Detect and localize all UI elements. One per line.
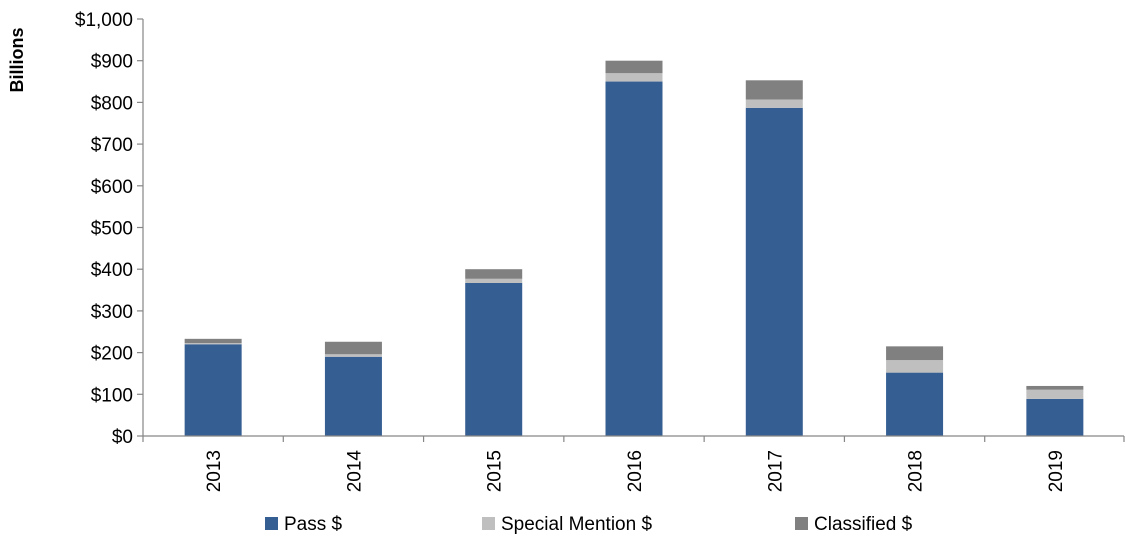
legend-swatch-2 [795, 517, 808, 530]
bar-2015-series-1 [465, 278, 523, 283]
legend-label-1: Special Mention $ [501, 514, 652, 535]
y-tick-label: $800 [91, 93, 133, 114]
bar-2019-series-0 [1026, 398, 1084, 436]
y-axis: $0 $100 $200 $300 $400 $500 $600 $700 $800 $900 $1… [7, 10, 144, 448]
bar-2013-series-2 [184, 338, 242, 344]
bar-2014-series-2 [324, 341, 382, 355]
x-tick-label-2015: 2015 [485, 450, 506, 492]
bar-2013-series-1 [184, 343, 242, 345]
bar-2017-series-2 [745, 80, 803, 100]
y-tick-label: $200 [91, 344, 133, 365]
x-tick-label-2017: 2017 [765, 450, 786, 492]
bar-2014-series-0 [324, 356, 382, 436]
bar-2015-series-0 [465, 282, 523, 436]
bar-2016-series-2 [605, 60, 663, 74]
bar-2017-series-0 [745, 107, 803, 437]
y-tick-label: $700 [91, 135, 133, 156]
bar-2019-series-2 [1026, 385, 1084, 390]
legend-swatch-1 [482, 517, 495, 530]
y-tick-label: $0 [112, 427, 133, 448]
y-tick-label: $600 [91, 177, 133, 198]
legend: Pass $ Special Mention $ Classified $ [265, 514, 913, 535]
bar-2016-series-0 [605, 81, 663, 437]
bar-2013-series-0 [184, 344, 242, 436]
x-tick-label-2016: 2016 [625, 450, 646, 492]
bar-2014-series-1 [324, 354, 382, 357]
y-axis-title: Billions [7, 27, 27, 92]
x-axis: 2013 2014 2015 2016 2017 2018 2019 [142, 435, 1125, 493]
bar-area [184, 60, 1084, 437]
y-tick-label: $100 [91, 385, 133, 406]
bar-2015-series-2 [465, 269, 523, 279]
y-tick-label: $400 [91, 260, 133, 281]
bar-2018-series-1 [886, 360, 944, 373]
x-tick-label-2013: 2013 [204, 450, 225, 492]
x-tick-label-2019: 2019 [1046, 450, 1067, 492]
y-tick-label: $500 [91, 219, 133, 240]
bar-2016-series-1 [605, 73, 663, 82]
bar-2018-series-2 [886, 346, 944, 361]
y-tick-label: $900 [91, 52, 133, 73]
legend-label-2: Classified $ [814, 514, 913, 535]
bar-2019-series-1 [1026, 389, 1084, 399]
legend-label-0: Pass $ [284, 514, 343, 535]
y-tick-label: $300 [91, 302, 133, 323]
x-tick-label-2018: 2018 [906, 450, 927, 492]
bar-2017-series-1 [745, 99, 803, 108]
legend-swatch-0 [265, 517, 278, 530]
bar-2018-series-0 [886, 372, 944, 436]
y-tick-label: $1,000 [75, 10, 133, 31]
x-tick-label-2014: 2014 [344, 450, 365, 493]
